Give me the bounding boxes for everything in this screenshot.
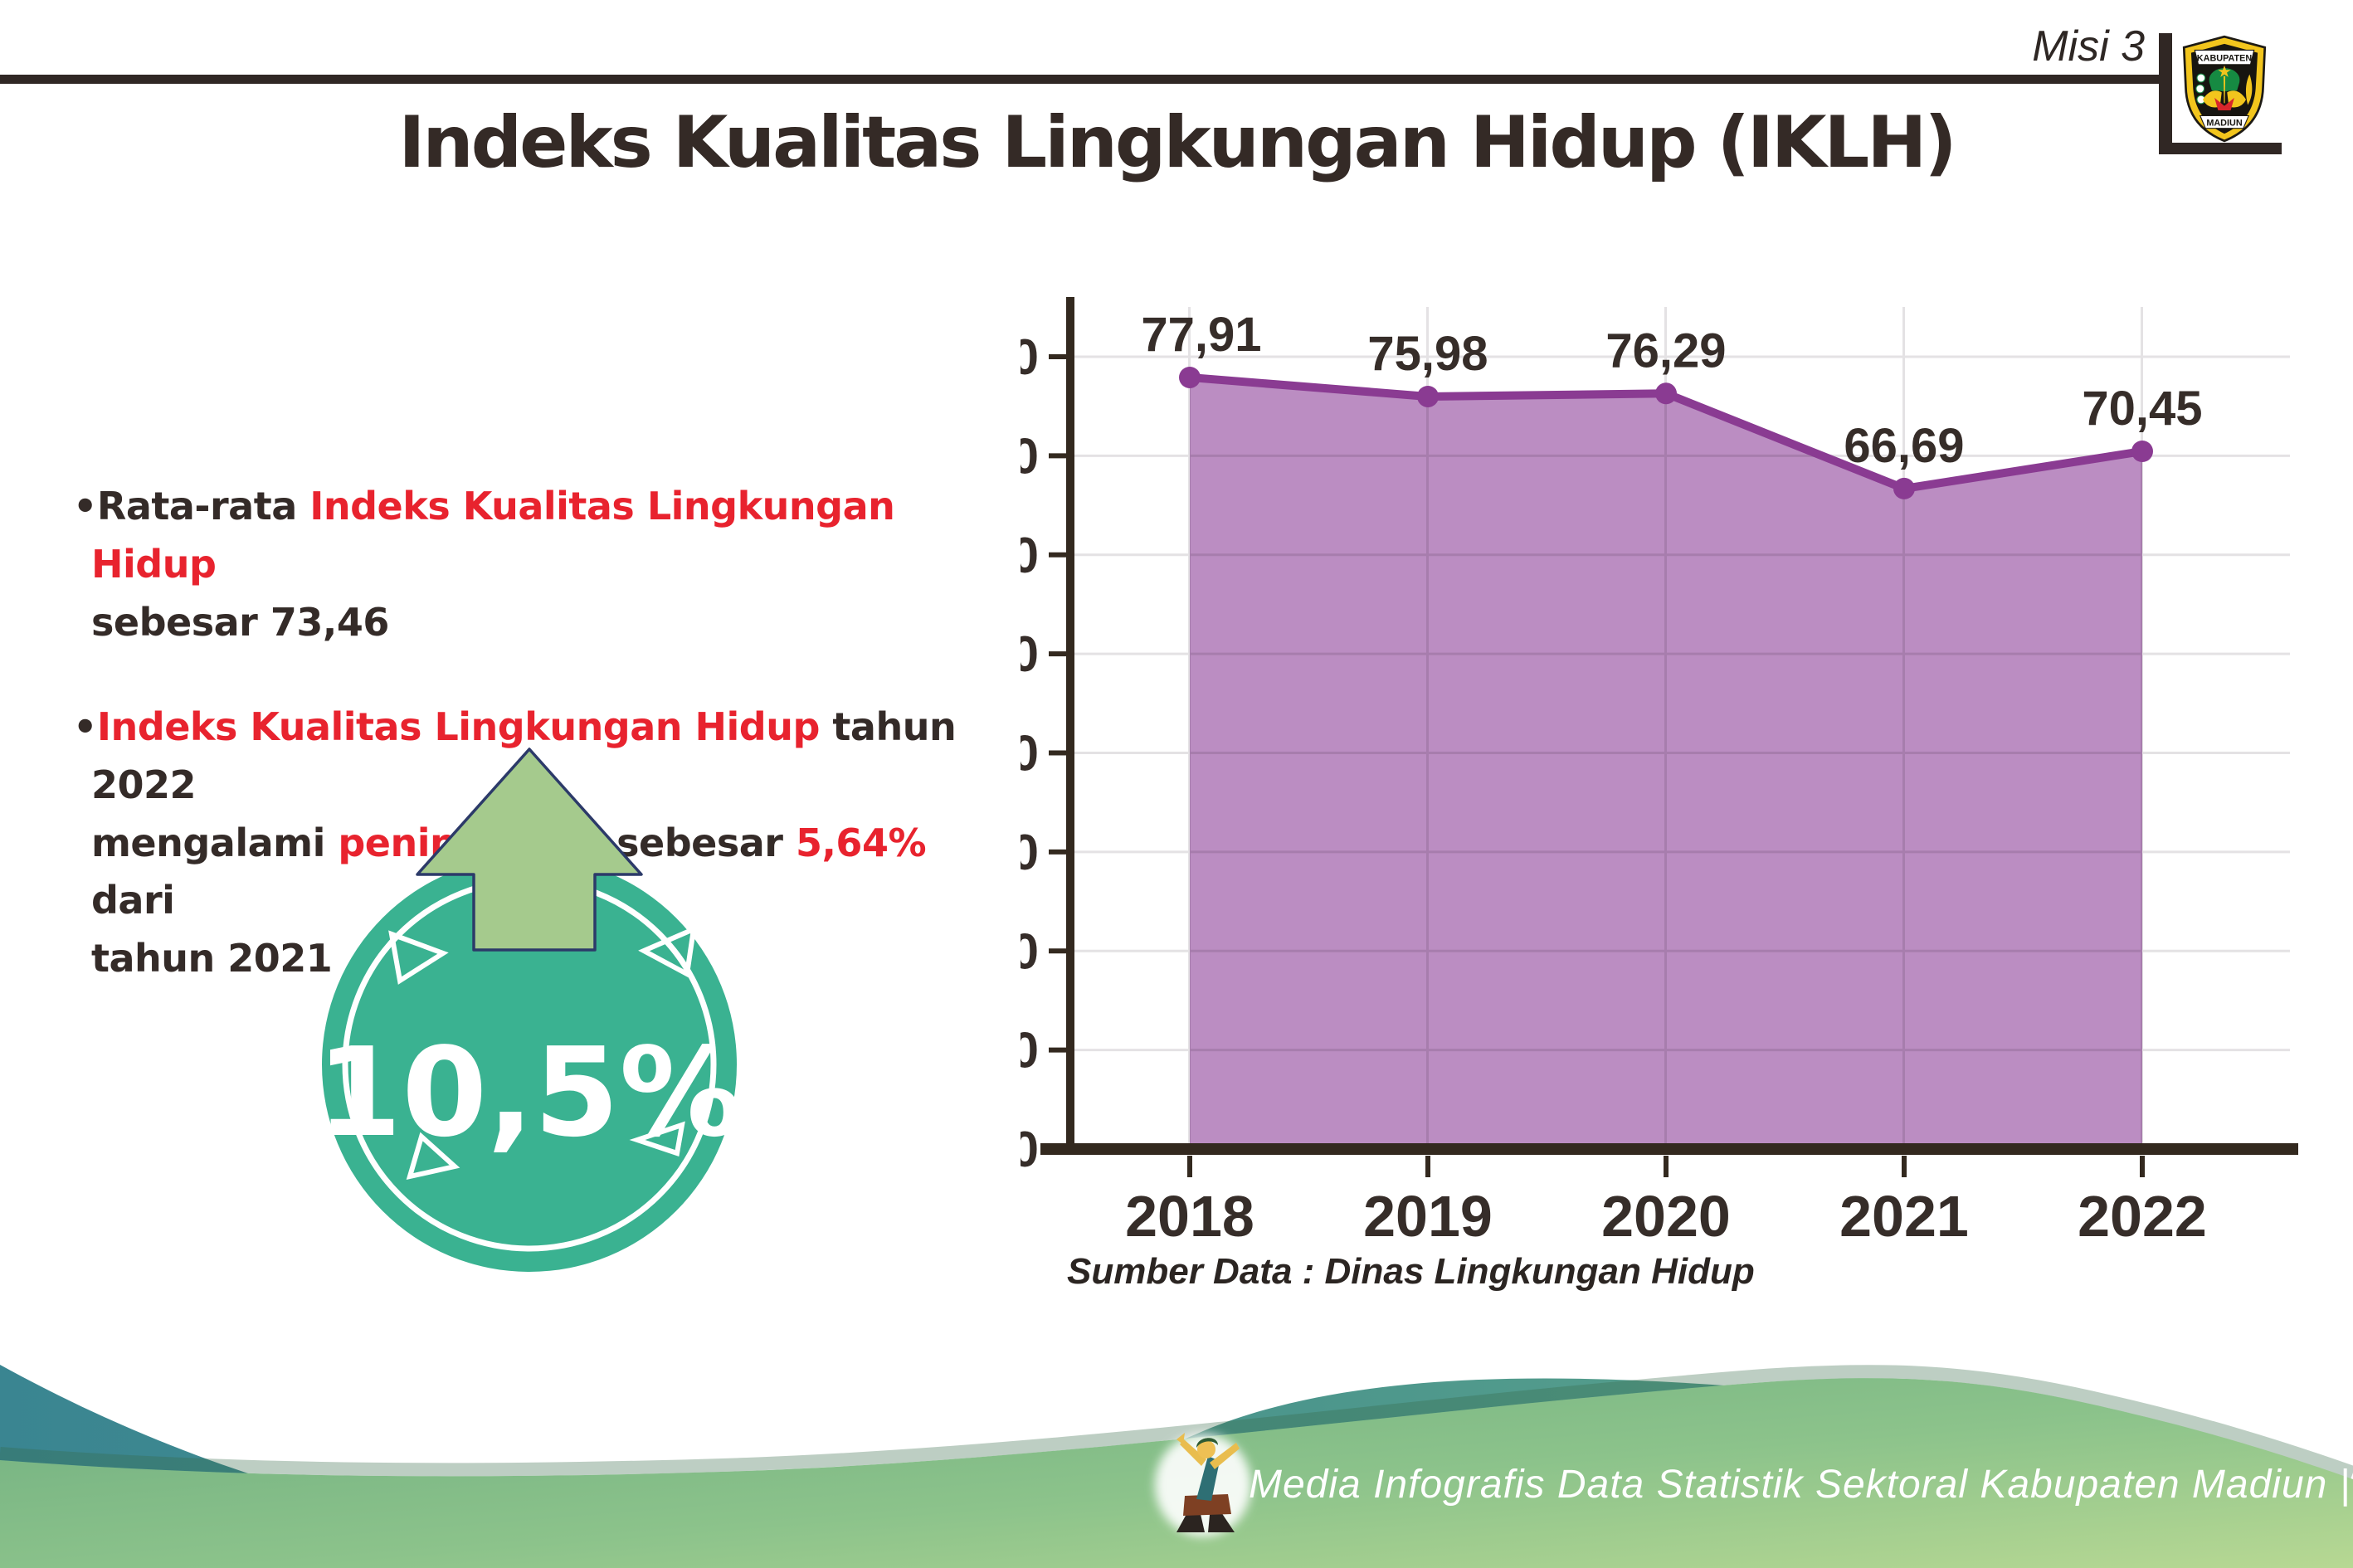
area-fill <box>1190 377 2142 1150</box>
badge-circle <box>322 857 737 1272</box>
value-label: 77,91 <box>1141 308 1261 362</box>
x-tick <box>1902 1156 1907 1177</box>
y-tick-label: 0 <box>1021 1122 1039 1177</box>
footer-waves <box>0 1365 2353 1568</box>
badge-sparkle-lower-right <box>629 1121 685 1157</box>
bullet-text: tahun 2021 <box>91 936 333 981</box>
data-point-marker <box>1655 382 1677 405</box>
bullet-text-highlight: 5,64% <box>795 820 927 865</box>
data-point-marker <box>1417 385 1439 407</box>
iklh-area-chart: 0 10 20 30 40 50 60 70 80 2018 2019 2020 2021 2022 77,… <box>1021 297 2298 1244</box>
badge-sparkle-upper-left <box>388 930 449 985</box>
y-tick <box>1049 849 1067 855</box>
y-tick <box>1049 651 1067 657</box>
x-tick <box>1664 1156 1669 1177</box>
logo-frame-horizontal <box>2159 143 2282 154</box>
x-tick-label: 2020 <box>1601 1184 1731 1244</box>
x-tick <box>1187 1156 1192 1177</box>
y-tick-label: 20 <box>1021 923 1039 979</box>
page-title: Indeks Kualitas Lingkungan Hidup (IKLH) <box>398 101 1956 184</box>
crest-cotton-left2 <box>2195 84 2205 94</box>
y-tick-label: 80 <box>1021 329 1039 385</box>
mascot-dancer-icon <box>1155 1433 1251 1536</box>
bullet-text: sebesar 73,46 <box>91 599 389 645</box>
mission-label: Misi 3 <box>2032 22 2145 71</box>
crest-star <box>2218 65 2231 77</box>
bullet-text: dari <box>91 878 175 923</box>
y-tick <box>1049 750 1067 756</box>
data-point-marker <box>1179 366 1201 388</box>
y-tick <box>1049 948 1067 954</box>
x-tick-label: 2018 <box>1125 1184 1254 1244</box>
data-source-label: Sumber Data : Dinas Lingkungan Hidup <box>1067 1251 1755 1292</box>
bullet-iklh-increase: •Indeks Kualitas Lingkungan Hidup tahun … <box>73 699 1011 989</box>
up-arrow-icon <box>416 747 643 952</box>
bullet-average-iklh: •Rata-rata Indeks Kualitas Lingkungan Hi… <box>73 478 1011 652</box>
badge-sparkle-lower-left <box>406 1132 460 1181</box>
bullet-text: • <box>73 704 97 749</box>
y-tick-label: 30 <box>1021 825 1039 880</box>
bullet-text-highlight: Indeks Kualitas Lingkungan Hidup <box>96 704 821 749</box>
y-axis <box>1066 297 1074 1155</box>
crest-banner-top <box>2194 49 2255 66</box>
x-tick-label: 2022 <box>2078 1184 2207 1244</box>
logo-frame-vertical <box>2159 33 2172 154</box>
footer-caption: Media Infografis Data Statistik Sektoral… <box>1249 1463 2351 1507</box>
bullet-text-highlight: Indeks Kualitas Lingkungan Hidup <box>91 484 895 587</box>
kabupaten-madiun-crest-icon: KABUPATEN MADIUN <box>2182 35 2267 143</box>
value-label: 76,29 <box>1605 324 1726 377</box>
bullet-text: sebesar <box>603 820 796 865</box>
x-tick <box>1425 1156 1430 1177</box>
bullet-text: tahun 2022 <box>91 704 957 807</box>
header-rule <box>0 75 2161 84</box>
crest-top-text: KABUPATEN <box>2197 53 2253 63</box>
badge-value: 10,5% <box>316 1021 742 1164</box>
value-label: 75,98 <box>1367 327 1488 381</box>
crest-bottom-text: MADIUN <box>2206 118 2242 128</box>
data-point-marker <box>2131 441 2153 463</box>
y-tick <box>1049 453 1067 459</box>
increase-badge: 10,5% <box>316 747 743 1272</box>
crest-cotton-left <box>2196 73 2206 83</box>
y-tick <box>1049 354 1067 359</box>
y-tick <box>1049 552 1067 558</box>
y-tick-label: 40 <box>1021 726 1039 782</box>
x-axis <box>1040 1143 2298 1155</box>
y-tick-label: 50 <box>1021 626 1039 682</box>
value-label: 70,45 <box>2082 382 2202 436</box>
crest-ribbon-red <box>2214 97 2234 110</box>
x-tick-label: 2021 <box>1839 1184 1969 1244</box>
y-tick <box>1049 1047 1067 1053</box>
value-label: 66,69 <box>1844 419 1964 473</box>
green-wave-edge <box>0 1365 2353 1479</box>
bullet-text: mengalami <box>91 820 339 865</box>
x-tick <box>2140 1156 2145 1177</box>
y-tick-label: 70 <box>1021 428 1039 484</box>
x-tick-label: 2019 <box>1363 1184 1493 1244</box>
y-tick-label: 60 <box>1021 528 1039 583</box>
crest-keris <box>2223 75 2226 104</box>
bullet-text: •Rata-rata <box>73 484 310 528</box>
key-findings: •Rata-rata Indeks Kualitas Lingkungan Hi… <box>73 478 1011 1035</box>
crest-tree-fronds <box>2209 81 2240 91</box>
badge-sparkle-upper-right <box>638 925 697 978</box>
crest-rice-right <box>2245 74 2253 105</box>
crest-banner-bottom <box>2199 114 2250 129</box>
y-tick-label: 10 <box>1021 1023 1039 1079</box>
data-point-marker <box>1893 477 1915 499</box>
